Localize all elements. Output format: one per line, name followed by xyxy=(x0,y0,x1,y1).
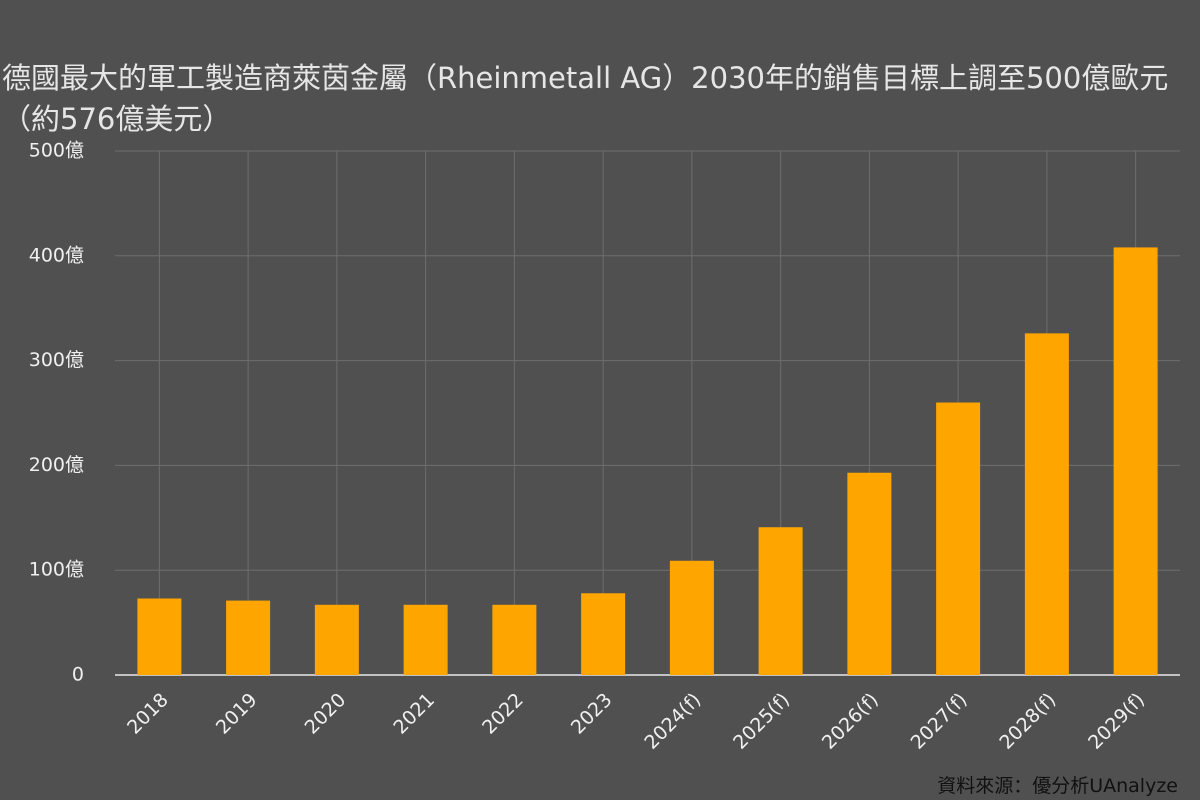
bar xyxy=(758,527,803,675)
y-tick-label: 300億 xyxy=(29,349,84,371)
x-tick-label: 2020 xyxy=(301,689,351,739)
y-tick-label: 500億 xyxy=(29,140,84,162)
x-tick-label: 2021 xyxy=(389,689,439,739)
chart-title: 德國最大的軍工製造商萊茵金屬（Rheinmetall AG）2030年的銷售目標… xyxy=(2,61,1169,136)
bar xyxy=(936,402,981,675)
x-tick-label: 2027(f) xyxy=(907,689,972,754)
x-tick-label: 2022 xyxy=(478,689,528,739)
x-tick-label: 2028(f) xyxy=(995,689,1060,754)
bar xyxy=(492,604,537,675)
y-tick-label: 200億 xyxy=(29,454,84,476)
bar xyxy=(669,560,714,675)
bar xyxy=(1113,247,1158,675)
x-tick-label: 2018 xyxy=(123,689,173,739)
y-tick-label: 0 xyxy=(72,664,84,686)
bar xyxy=(314,604,359,675)
bar xyxy=(1024,333,1069,675)
x-tick-label: 2019 xyxy=(212,689,262,739)
bar xyxy=(226,600,271,675)
x-tick-label: 2026(f) xyxy=(818,689,883,754)
bar xyxy=(137,598,182,675)
source-note: 資料來源：優分析UAnalyze xyxy=(937,775,1178,797)
bar xyxy=(403,604,448,675)
bar xyxy=(847,472,892,675)
x-tick-label: 2024(f) xyxy=(640,689,705,754)
y-tick-label: 100億 xyxy=(29,559,84,581)
y-tick-label: 400億 xyxy=(29,244,84,266)
x-tick-label: 2023 xyxy=(567,689,617,739)
x-tick-label: 2025(f) xyxy=(729,689,794,754)
x-tick-label: 2029(f) xyxy=(1084,689,1149,754)
bar xyxy=(581,593,626,675)
